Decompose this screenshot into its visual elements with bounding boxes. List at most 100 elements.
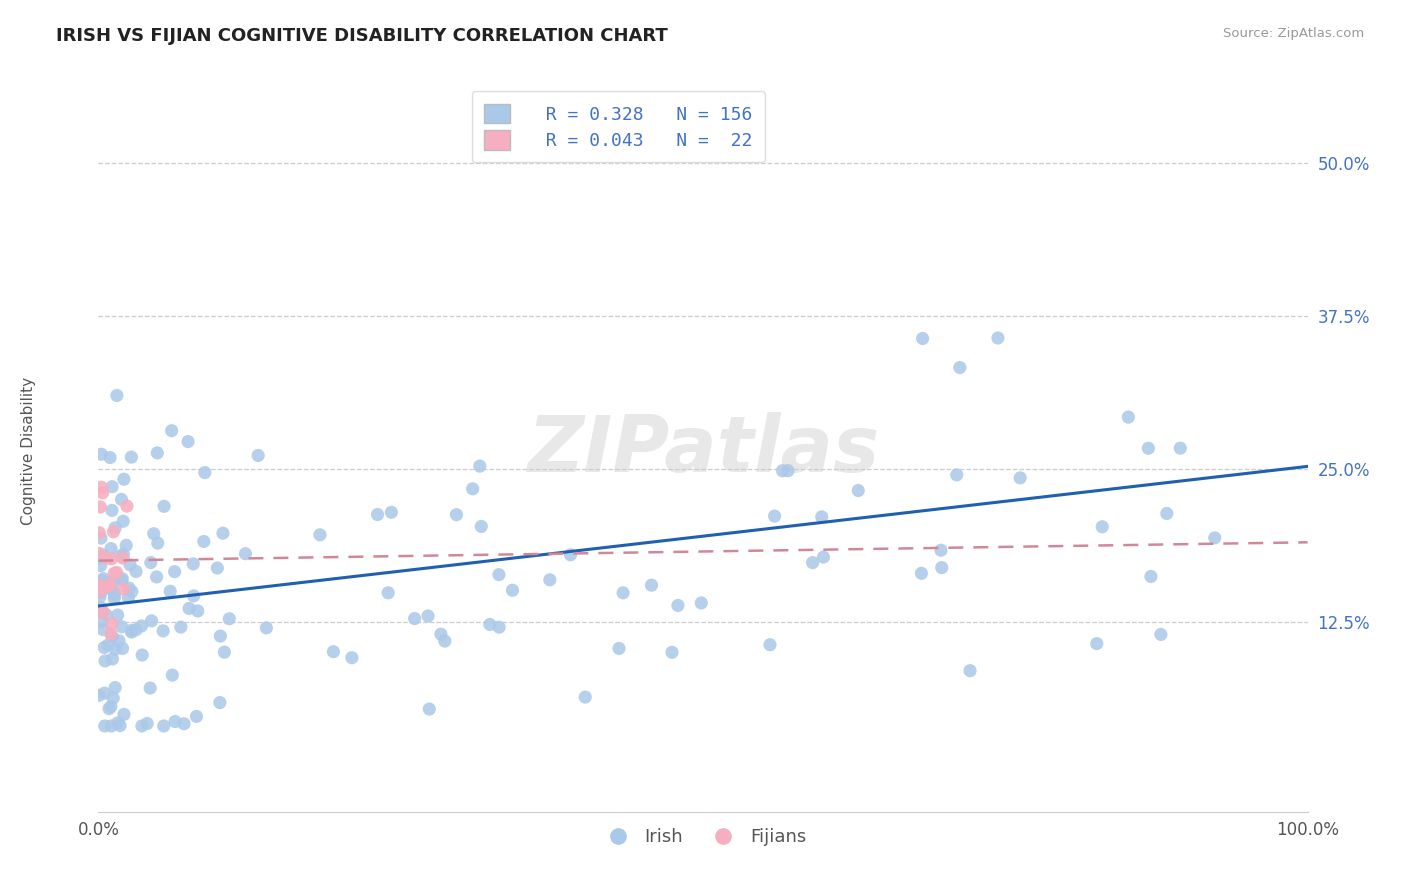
Point [1140, 569, 1163, 583]
Point [179, 601, 201, 615]
Point [560, 548, 582, 562]
Point [89, 584, 111, 599]
Point [97, 579, 120, 593]
Point [103, 591, 125, 606]
Point [104, 521, 127, 535]
Point [101, 503, 124, 517]
Point [108, 718, 131, 732]
Point [574, 690, 596, 704]
Point [139, 556, 162, 570]
Point [173, 716, 195, 731]
Point [117, 591, 139, 605]
Point [160, 424, 183, 438]
Point [846, 483, 869, 498]
Point [929, 543, 952, 558]
Text: Source: ZipAtlas.com: Source: ZipAtlas.com [1223, 27, 1364, 40]
Point [945, 467, 967, 482]
Point [101, 630, 124, 644]
Point [159, 584, 181, 599]
Point [120, 450, 142, 464]
Point [94, 719, 117, 733]
Point [121, 584, 143, 599]
Point [1204, 531, 1226, 545]
Point [98, 701, 121, 715]
Point [254, 621, 277, 635]
Point [111, 572, 134, 586]
Point [96, 551, 118, 566]
Point [152, 719, 174, 733]
Point [104, 588, 127, 602]
Point [91, 574, 114, 588]
Point [112, 707, 135, 722]
Point [90, 531, 112, 545]
Point [89, 525, 111, 540]
Point [90, 600, 112, 615]
Point [146, 536, 169, 550]
Point [209, 629, 232, 643]
Point [107, 607, 129, 622]
Point [89, 546, 111, 560]
Point [1091, 520, 1114, 534]
Point [183, 589, 205, 603]
Point [987, 331, 1010, 345]
Point [98, 578, 121, 592]
Point [111, 641, 134, 656]
Point [430, 627, 453, 641]
Point [1085, 637, 1108, 651]
Point [640, 578, 662, 592]
Point [98, 450, 121, 465]
Point [187, 604, 209, 618]
Point [949, 360, 972, 375]
Point [89, 605, 111, 619]
Point [136, 716, 159, 731]
Point [186, 709, 208, 723]
Point [247, 449, 270, 463]
Point [380, 505, 402, 519]
Point [111, 620, 134, 634]
Text: IRISH VS FIJIAN COGNITIVE DISABILITY CORRELATION CHART: IRISH VS FIJIAN COGNITIVE DISABILITY COR… [56, 27, 668, 45]
Point [461, 482, 484, 496]
Point [96, 607, 118, 622]
Point [111, 574, 134, 588]
Point [94, 654, 117, 668]
Point [340, 650, 363, 665]
Point [1010, 471, 1032, 485]
Point [112, 551, 135, 566]
Point [131, 619, 153, 633]
Point [118, 581, 141, 595]
Point [538, 573, 561, 587]
Point [478, 617, 501, 632]
Point [100, 551, 122, 566]
Point [103, 566, 125, 581]
Point [131, 719, 153, 733]
Point [100, 719, 122, 733]
Point [90, 558, 112, 573]
Point [214, 645, 236, 659]
Point [115, 499, 138, 513]
Text: ZIPatlas: ZIPatlas [527, 412, 879, 489]
Point [322, 645, 344, 659]
Point [141, 614, 163, 628]
Point [104, 681, 127, 695]
Point [177, 434, 200, 449]
Point [121, 625, 143, 640]
Point [115, 538, 138, 552]
Point [488, 567, 510, 582]
Point [103, 586, 125, 600]
Point [208, 696, 231, 710]
Point [105, 566, 128, 580]
Point [1150, 627, 1173, 641]
Point [488, 620, 510, 634]
Point [759, 638, 782, 652]
Point [181, 557, 204, 571]
Point [813, 550, 835, 565]
Point [112, 472, 135, 486]
Point [446, 508, 468, 522]
Point [911, 331, 934, 345]
Point [468, 459, 491, 474]
Point [91, 623, 114, 637]
Point [93, 640, 115, 655]
Point [103, 524, 125, 539]
Point [193, 534, 215, 549]
Point [90, 578, 112, 592]
